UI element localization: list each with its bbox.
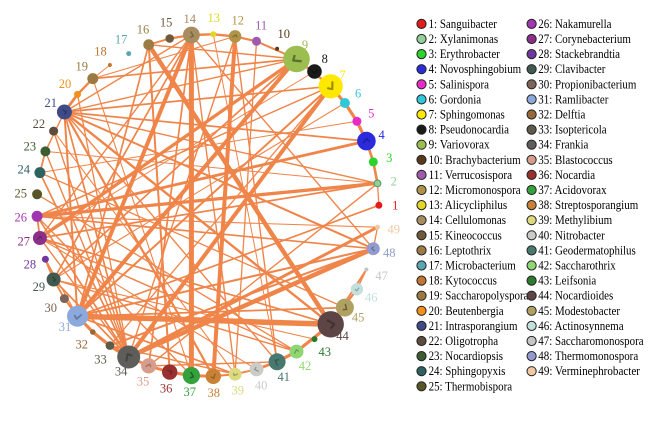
svg-text:25: 25 [14,187,27,201]
svg-text:7: Sphingomonas: 7: Sphingomonas [429,108,505,122]
svg-text:27: Corynebacterium: 27: Corynebacterium [538,32,631,46]
svg-text:46: 46 [365,291,378,305]
svg-text:13: Alicycliphilus: 13: Alicycliphilus [429,198,508,212]
svg-text:48: Thermomonospora: 48: Thermomonospora [538,349,638,363]
svg-text:2: Xylanimonas: 2: Xylanimonas [429,32,499,46]
svg-text:4: Novosphingobium: 4: Novosphingobium [429,62,522,76]
svg-text:47: 47 [375,269,388,283]
svg-text:33: 33 [94,352,107,366]
svg-text:43: 43 [318,345,331,359]
svg-text:47: Saccharomonospora: 47: Saccharomonospora [538,334,644,348]
svg-text:3: 3 [386,151,392,165]
svg-text:35: Blastococcus: 35: Blastococcus [538,153,613,167]
svg-text:36: Nocardia: 36: Nocardia [538,168,595,182]
svg-text:48: 48 [383,246,396,260]
svg-text:8: Pseudonocardia: 8: Pseudonocardia [429,123,510,137]
svg-text:39: 39 [231,384,244,398]
svg-text:13: 13 [208,11,221,25]
svg-text:7: 7 [339,68,345,82]
svg-text:18: 18 [94,45,107,59]
svg-text:40: Nitrobacter: 40: Nitrobacter [538,228,605,242]
svg-text:35: 35 [137,375,150,389]
svg-text:45: 45 [352,311,365,325]
svg-text:16: Leptothrix: 16: Leptothrix [429,243,492,257]
svg-text:37: Acidovorax: 37: Acidovorax [538,183,607,197]
svg-text:17: Microbacterium: 17: Microbacterium [429,259,516,273]
svg-text:27: 27 [18,234,31,248]
svg-text:32: Delftia: 32: Delftia [538,108,585,122]
svg-text:32: 32 [75,337,88,351]
svg-text:6: 6 [355,86,361,100]
svg-text:49: 49 [388,223,401,237]
svg-text:28: Stackebrandtia: 28: Stackebrandtia [538,47,620,61]
svg-text:9: Variovorax: 9: Variovorax [429,138,491,152]
svg-text:23: Nocardiopsis: 23: Nocardiopsis [429,349,504,363]
svg-text:21: Intrasporangium: 21: Intrasporangium [429,319,518,333]
svg-text:16: 16 [137,23,150,37]
svg-text:26: Nakamurella: 26: Nakamurella [538,17,612,31]
svg-text:5: 5 [368,107,374,121]
svg-text:37: 37 [184,385,197,399]
svg-text:29: Clavibacter: 29: Clavibacter [538,62,606,76]
svg-text:24: Sphingopyxis: 24: Sphingopyxis [429,364,506,378]
svg-text:30: Propionibacterium: 30: Propionibacterium [538,77,636,91]
svg-text:36: 36 [160,381,173,395]
svg-text:20: 20 [59,77,72,91]
svg-text:5: Salinispora: 5: Salinispora [429,77,490,91]
svg-text:24: 24 [18,163,31,177]
svg-text:45: Modestobacter: 45: Modestobacter [538,304,620,318]
svg-text:26: 26 [14,211,27,225]
svg-text:30: 30 [44,301,57,315]
svg-text:42: 42 [299,359,312,373]
svg-text:28: 28 [24,258,37,272]
svg-text:9: 9 [302,38,308,52]
svg-text:31: 31 [59,320,72,334]
svg-text:10: 10 [277,27,290,41]
svg-text:1: 1 [392,199,398,213]
svg-text:46: Actinosynnema: 46: Actinosynnema [538,319,624,333]
svg-text:34: Frankia: 34: Frankia [538,138,588,152]
svg-text:44: Nocardioides: 44: Nocardioides [538,289,613,303]
svg-text:4: 4 [378,128,385,142]
svg-text:39: Methylibium: 39: Methylibium [538,213,612,227]
svg-text:14: Cellulomonas: 14: Cellulomonas [429,213,507,227]
svg-text:8: 8 [322,52,328,66]
svg-text:3: Erythrobacter: 3: Erythrobacter [429,47,501,61]
svg-text:2: 2 [391,175,397,189]
svg-text:40: 40 [255,378,268,392]
svg-text:15: 15 [160,16,173,30]
svg-text:41: 41 [277,370,290,384]
svg-text:6: Gordonia: 6: Gordonia [429,92,482,106]
svg-text:31: Ramlibacter: 31: Ramlibacter [538,92,609,106]
svg-text:41: Geodermatophilus: 41: Geodermatophilus [538,243,636,257]
svg-text:43: Leifsonia: 43: Leifsonia [538,274,596,288]
svg-text:1: Sanguibacter: 1: Sanguibacter [429,17,498,31]
svg-text:10: Brachybacterium: 10: Brachybacterium [429,153,521,167]
svg-text:44: 44 [336,329,349,343]
svg-text:14: 14 [184,12,197,26]
svg-text:23: 23 [24,139,37,153]
svg-text:38: Streptosporangium: 38: Streptosporangium [538,198,638,212]
svg-text:21: 21 [44,96,57,110]
svg-text:19: Saccharopolyspora: 19: Saccharopolyspora [429,289,529,303]
svg-text:25: Thermobispora: 25: Thermobispora [429,379,513,393]
svg-text:29: 29 [33,280,46,294]
svg-text:11: Verrucosispora: 11: Verrucosispora [429,168,513,182]
svg-text:33: Isoptericola: 33: Isoptericola [538,123,607,137]
svg-text:42: Saccharothrix: 42: Saccharothrix [538,259,616,273]
svg-text:49: Verminephrobacter: 49: Verminephrobacter [538,364,640,378]
svg-text:15: Kineococcus: 15: Kineococcus [429,228,502,242]
svg-text:12: 12 [231,13,244,27]
svg-text:22: Oligotropha: 22: Oligotropha [429,334,499,348]
svg-text:20: Beutenbergia: 20: Beutenbergia [429,304,504,318]
svg-text:22: 22 [33,117,46,131]
svg-text:18: Kytococcus: 18: Kytococcus [429,274,497,288]
svg-text:34: 34 [115,365,128,379]
svg-text:11: 11 [255,19,267,33]
svg-text:19: 19 [75,60,88,74]
svg-text:38: 38 [208,386,221,400]
svg-text:17: 17 [115,32,128,46]
svg-text:12: Micromonospora: 12: Micromonospora [429,183,521,197]
